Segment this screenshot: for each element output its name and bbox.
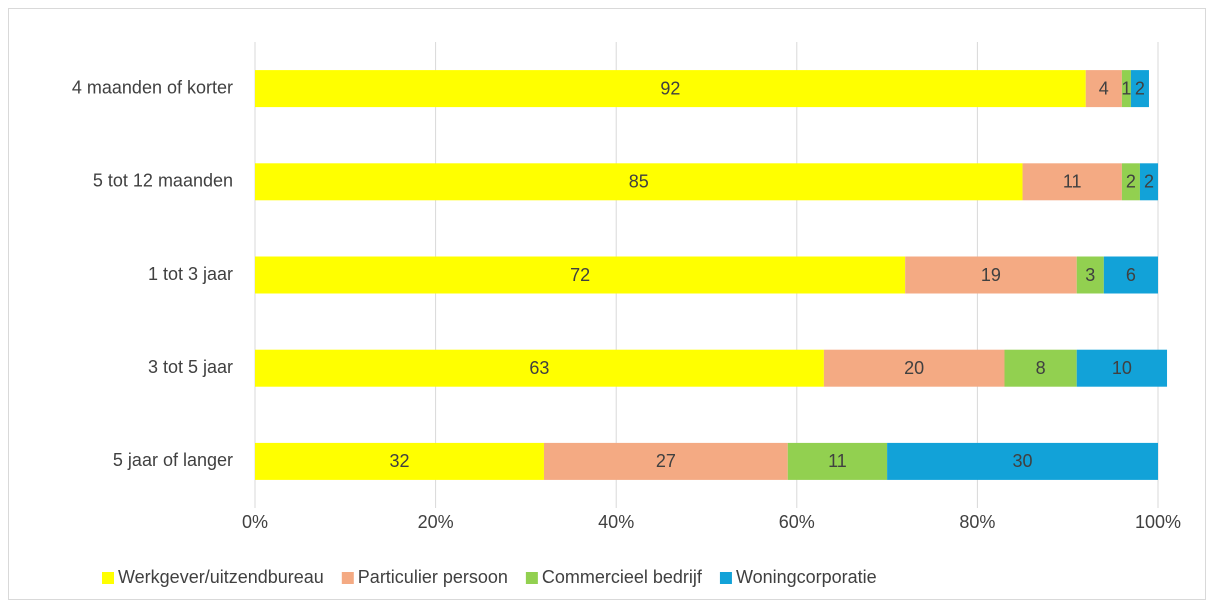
bar-segment <box>787 442 888 480</box>
data-label: 11 <box>828 451 847 471</box>
legend-swatch <box>719 572 732 584</box>
y-tick-label: 4 maanden of korter <box>72 77 233 97</box>
bar-segment <box>1004 349 1077 387</box>
bar-segment <box>255 163 1023 201</box>
data-label: 10 <box>1112 358 1132 378</box>
bar-segment <box>1103 256 1158 294</box>
data-label: 27 <box>656 451 676 471</box>
bar-segment <box>1121 163 1140 201</box>
legend-label: Commercieel bedrijf <box>542 567 703 587</box>
data-label: 4 <box>1099 78 1109 98</box>
x-tick-label: 80% <box>959 512 995 532</box>
legend-label: Woningcorporatie <box>736 567 877 587</box>
x-tick-label: 20% <box>418 512 454 532</box>
legend-label: Werkgever/uitzendbureau <box>118 567 324 587</box>
data-label: 3 <box>1085 265 1095 285</box>
data-label: 19 <box>981 265 1001 285</box>
data-label: 11 <box>1063 172 1082 192</box>
legend-swatch <box>525 572 538 584</box>
bar-segment <box>823 349 1005 387</box>
bar-segment <box>1076 256 1104 294</box>
bar-segment <box>1121 70 1131 108</box>
legend-swatch <box>341 572 354 584</box>
bar-segment <box>887 442 1158 480</box>
data-label: 32 <box>389 451 409 471</box>
bar-segment <box>1130 70 1149 108</box>
bar-segment <box>255 256 906 294</box>
data-label: 2 <box>1144 172 1154 192</box>
legend-label: Particulier persoon <box>358 567 508 587</box>
data-label: 85 <box>629 172 649 192</box>
x-tick-label: 60% <box>779 512 815 532</box>
data-label: 72 <box>570 265 590 285</box>
x-tick-label: 100% <box>1135 512 1181 532</box>
y-tick-label: 5 jaar of langer <box>113 450 233 470</box>
bar-segment <box>1076 349 1168 387</box>
bar-segment <box>543 442 788 480</box>
data-label: 8 <box>1036 358 1046 378</box>
data-label: 92 <box>660 78 680 98</box>
legend-swatch <box>102 572 114 584</box>
bar-segment <box>255 442 544 480</box>
bar-segment <box>255 349 824 387</box>
data-label: 6 <box>1126 265 1136 285</box>
bar-segment <box>1085 70 1122 108</box>
data-label: 2 <box>1126 172 1136 192</box>
data-label: 20 <box>904 358 924 378</box>
y-tick-label: 3 tot 5 jaar <box>148 357 233 377</box>
x-tick-label: 40% <box>598 512 634 532</box>
data-label: 2 <box>1135 78 1145 98</box>
bar-segment <box>1022 163 1122 201</box>
x-tick-label: 0% <box>242 512 268 532</box>
bar-segment <box>255 70 1086 108</box>
y-tick-label: 5 tot 12 maanden <box>93 171 233 191</box>
data-label: 30 <box>1013 451 1033 471</box>
data-label: 63 <box>529 358 549 378</box>
bar-segment <box>1139 163 1158 201</box>
bar-segment <box>905 256 1077 294</box>
y-tick-label: 1 tot 3 jaar <box>148 264 233 284</box>
data-label: 1 <box>1121 78 1131 98</box>
